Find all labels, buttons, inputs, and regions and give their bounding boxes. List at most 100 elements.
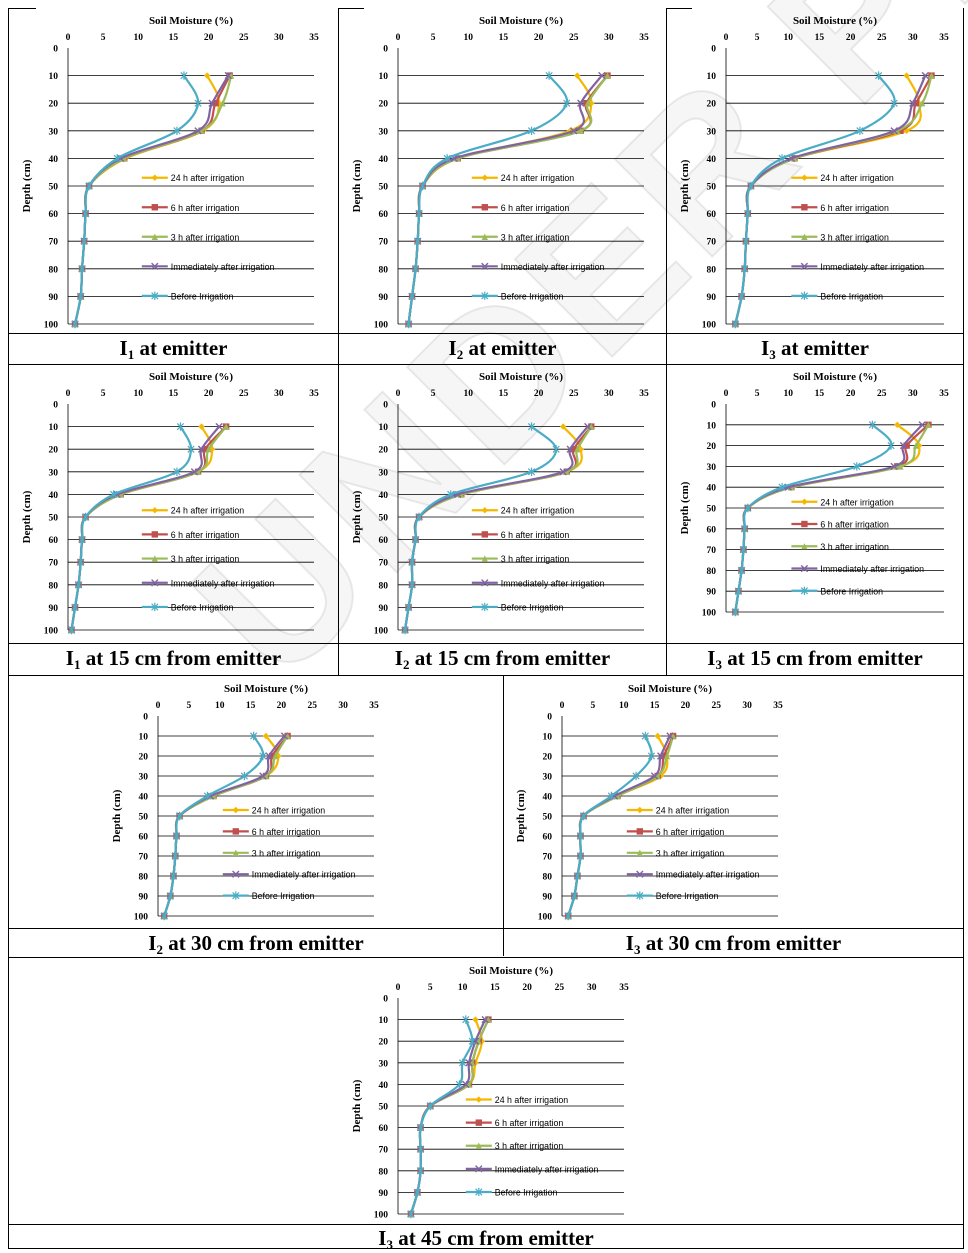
x-tick-label: 5: [186, 701, 191, 711]
legend-item: Before Irrigation: [471, 291, 563, 301]
y-tick-label: 50: [543, 813, 553, 823]
legend-item: Immediately after irrigation: [791, 262, 924, 272]
marker-star: [171, 851, 179, 861]
y-tick-label: 90: [379, 604, 389, 614]
y-tick-label: 50: [379, 514, 389, 524]
x-tick-label: 35: [309, 389, 319, 399]
marker-star: [778, 483, 786, 492]
caption-pre: I: [119, 336, 128, 360]
marker-star: [545, 71, 553, 80]
marker-x: [800, 262, 809, 271]
chart-i3-15cm: Soil Moisture (%) 0 5 10 15 20 25 30 35 0 10 20 30 40…: [676, 368, 958, 619]
series-line: [163, 735, 265, 917]
series-before: [564, 731, 656, 921]
marker-star: [874, 71, 883, 80]
x-tick-label: 25: [712, 701, 722, 711]
series-before: [404, 71, 571, 329]
x-tick-label: 35: [639, 33, 649, 43]
series-line: [407, 74, 609, 325]
marker-star: [887, 441, 895, 450]
x-tick-label: 10: [215, 701, 225, 711]
marker-star: [77, 558, 85, 567]
legend-label: 24 h after irrigation: [501, 506, 574, 516]
legend-label: Before Irrigation: [820, 291, 883, 301]
marker-square: [660, 752, 668, 760]
series-imm: [731, 71, 930, 328]
marker-x: [232, 870, 240, 878]
y-tick-label: 70: [543, 853, 553, 863]
x-tick-label: 35: [619, 983, 629, 993]
legend-label: 3 h after irrigation: [501, 232, 570, 242]
legend-label: 24 h after irrigation: [820, 173, 893, 183]
x-tick-label: 35: [773, 701, 783, 711]
x-tick-label: 30: [908, 389, 918, 399]
legend-item: 3 h after irrigation: [222, 848, 320, 858]
series-line: [734, 75, 922, 325]
series-h24: [71, 72, 223, 328]
caption-post: at emitter: [775, 336, 869, 360]
x-tick-label: 10: [134, 33, 144, 43]
marker-triangle: [801, 233, 808, 240]
marker-diamond: [577, 446, 584, 453]
marker-diamond: [654, 732, 661, 740]
legend-label: Immediately after irrigation: [820, 262, 924, 272]
marker-x: [918, 421, 926, 429]
y-tick-label: 40: [49, 155, 59, 165]
marker-star: [404, 319, 413, 329]
y-axis-label: Depth (cm): [111, 789, 123, 842]
y-tick-label: 50: [49, 514, 59, 524]
series-line: [70, 426, 193, 631]
marker-diamond: [215, 100, 223, 107]
marker-star: [744, 209, 752, 218]
chart-svg: Soil Moisture (%) 0 5 10 15 20 25 30 35 0 10 20 30 40…: [679, 15, 949, 331]
marker-star: [416, 1145, 425, 1154]
x-tick-label: 25: [877, 33, 887, 43]
y-tick-label: 100: [44, 321, 59, 331]
marker-star: [576, 831, 585, 841]
legend-label: Before Irrigation: [501, 602, 564, 612]
caption-i3-emitter: I3 at emitter: [667, 336, 963, 363]
marker-triangle: [663, 752, 671, 760]
x-tick-label: 0: [396, 33, 401, 43]
marker-star: [71, 319, 79, 329]
legend-label: 24 h after irrigation: [656, 806, 729, 816]
x-tick-label: 20: [522, 983, 532, 993]
legend-item: 24 h after irrigation: [626, 806, 729, 816]
legend-item: 6 h after irrigation: [141, 203, 239, 213]
y-tick-label: 50: [707, 183, 717, 193]
marker-star: [458, 1058, 467, 1067]
y-tick-label: 70: [49, 238, 59, 248]
y-tick-label: 80: [379, 265, 389, 275]
chart-svg: Soil Moisture (%) 0 5 10 15 20 25 30 35 0 10 20 30 40…: [351, 371, 649, 637]
legend-label: 24 h after irrigation: [501, 173, 574, 183]
x-tick-label: 35: [939, 389, 949, 399]
series-line: [73, 75, 230, 325]
table-border: [8, 957, 964, 958]
marker-square: [151, 204, 158, 211]
y-tick-label: 70: [379, 559, 389, 569]
legend-label: Immediately after irrigation: [252, 870, 356, 880]
marker-x: [570, 127, 578, 135]
x-tick-label: 25: [239, 33, 249, 43]
x-tick-label: 25: [555, 983, 565, 993]
marker-triangle: [912, 442, 920, 449]
marker-star: [573, 871, 582, 881]
series-before: [401, 422, 560, 635]
y-tick-label: 30: [49, 127, 59, 137]
legend-item: Before Irrigation: [791, 291, 883, 301]
marker-star: [407, 1209, 415, 1219]
legend-label: 6 h after irrigation: [171, 530, 240, 540]
legend-item: Before Irrigation: [465, 1187, 557, 1197]
legend-item: Immediately after irrigation: [791, 564, 924, 574]
marker-diamond: [801, 498, 808, 505]
marker-x: [636, 870, 644, 878]
series-h24: [732, 72, 923, 328]
x-tick-label: 5: [755, 389, 760, 399]
caption-post: at 30 cm from emitter: [162, 931, 364, 955]
legend-item: Immediately after irrigation: [465, 1164, 599, 1174]
x-tick-label: 0: [66, 389, 71, 399]
y-tick-label: 100: [374, 321, 389, 331]
caption-pre: I: [761, 336, 770, 360]
chart-svg: Soil Moisture (%) 0 5 10 15 20 25 30 35 0 10 20 30 40…: [515, 683, 783, 923]
x-tick-label: 15: [499, 389, 509, 399]
